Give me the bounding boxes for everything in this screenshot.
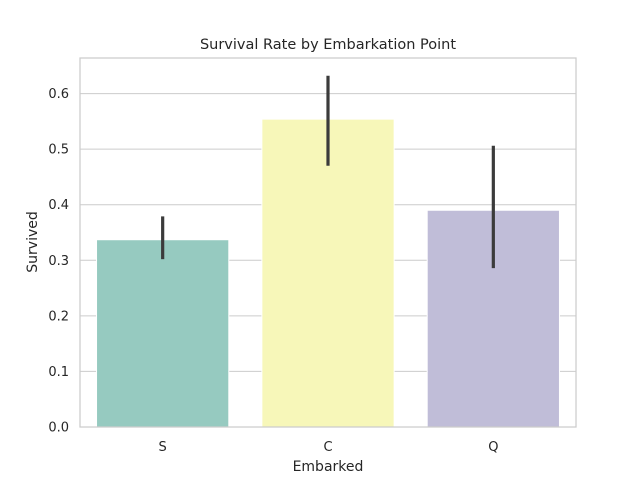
x-tick-label: Q bbox=[488, 440, 498, 455]
y-tick-label: 0.2 bbox=[48, 309, 69, 324]
bar-s bbox=[96, 239, 230, 428]
y-tick-label: 0.0 bbox=[48, 421, 69, 436]
y-tick-label: 0.3 bbox=[48, 254, 69, 269]
y-tick-label: 0.6 bbox=[48, 87, 69, 102]
y-tick-label: 0.1 bbox=[48, 365, 69, 380]
y-tick-label: 0.4 bbox=[48, 198, 69, 213]
y-tick-label: 0.5 bbox=[48, 143, 69, 158]
x-tick-label: C bbox=[323, 440, 332, 455]
x-axis-label: Embarked bbox=[293, 459, 364, 475]
plot-frame bbox=[79, 57, 577, 428]
chart-title: Survival Rate by Embarkation Point bbox=[200, 37, 456, 53]
y-tick-labels: 0.0 0.1 0.2 0.3 0.4 0.5 0.6 bbox=[48, 87, 69, 435]
x-tick-label: S bbox=[159, 440, 167, 455]
y-axis-label: Survived bbox=[25, 211, 41, 272]
error-bars bbox=[161, 75, 495, 269]
bar-c bbox=[261, 118, 395, 428]
